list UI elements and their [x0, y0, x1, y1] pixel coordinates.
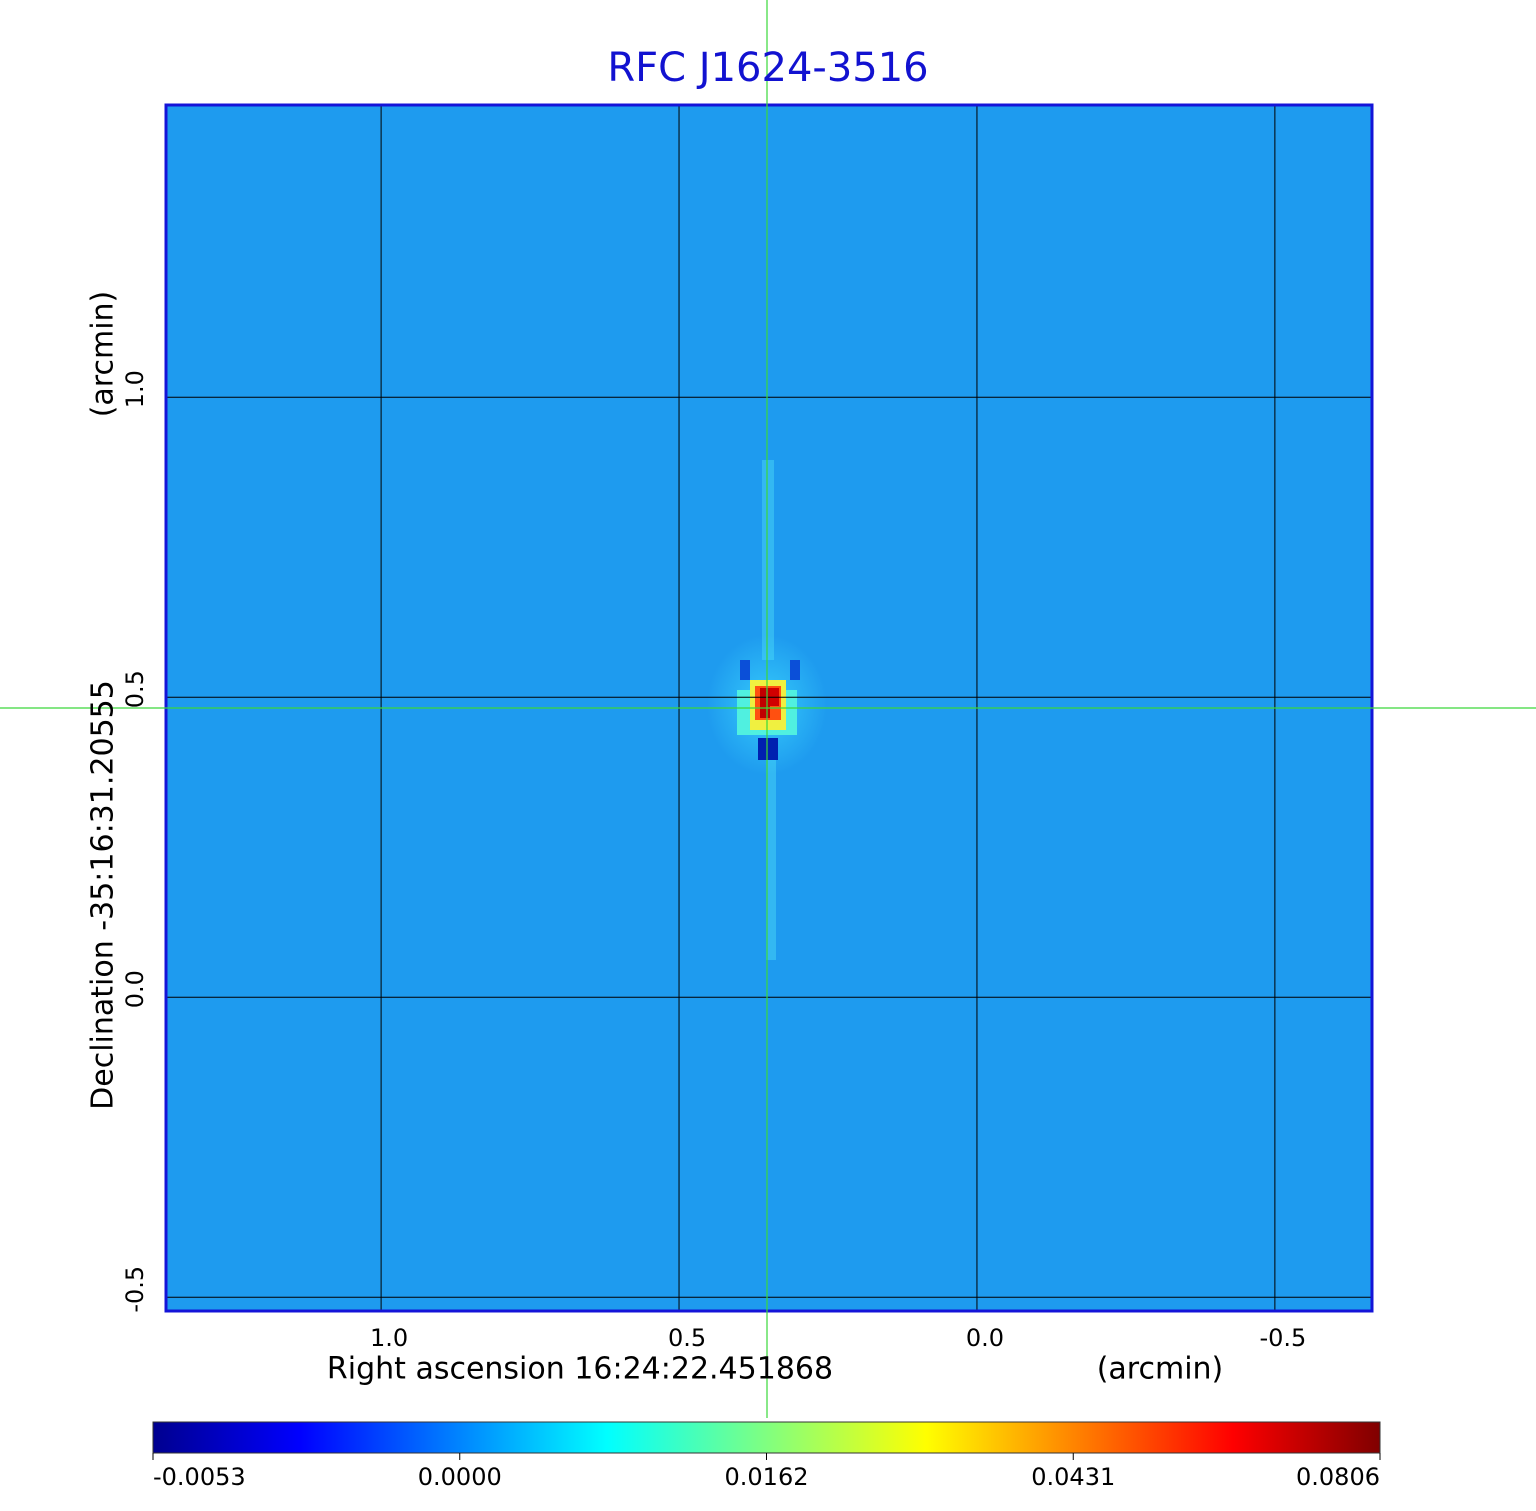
colorbar-tick-label: 0.0000: [418, 1463, 502, 1491]
y-axis-unit: (arcmin): [86, 291, 121, 418]
colorbar: [152, 1421, 1381, 1454]
y-axis-label: Declination -35:16:31.20555: [86, 680, 121, 1110]
x-tick-label: 1.0: [370, 1324, 408, 1352]
colorbar-ticks: -0.0053 0.0000 0.0162 0.0431 0.0806: [152, 1453, 1381, 1491]
x-tick-label: 0.5: [668, 1324, 706, 1352]
y-tick-label: 1.0: [121, 370, 149, 408]
streak: [762, 460, 774, 660]
pixel: [740, 660, 750, 680]
y-tick-label: 0.0: [121, 970, 149, 1008]
x-tick-label: -0.5: [1259, 1324, 1306, 1352]
y-tick-label: -0.5: [121, 1266, 149, 1313]
x-axis-label: Right ascension 16:24:22.451868: [327, 1352, 833, 1387]
pixel: [790, 660, 800, 680]
colorbar-tick-label: 0.0806: [1296, 1463, 1380, 1491]
chart-title: RFC J1624-3516: [607, 45, 928, 91]
pixel: [758, 738, 778, 760]
streak: [766, 760, 776, 960]
y-tick-label: 0.5: [121, 670, 149, 708]
x-axis-unit: (arcmin): [1097, 1352, 1224, 1387]
colorbar-tick-label: 0.0162: [725, 1463, 809, 1491]
colorbar-tick-label: -0.0053: [153, 1463, 246, 1491]
x-tick-label: 0.0: [966, 1324, 1004, 1352]
pixel: [760, 688, 770, 718]
colorbar-tick-label: 0.0431: [1031, 1463, 1115, 1491]
